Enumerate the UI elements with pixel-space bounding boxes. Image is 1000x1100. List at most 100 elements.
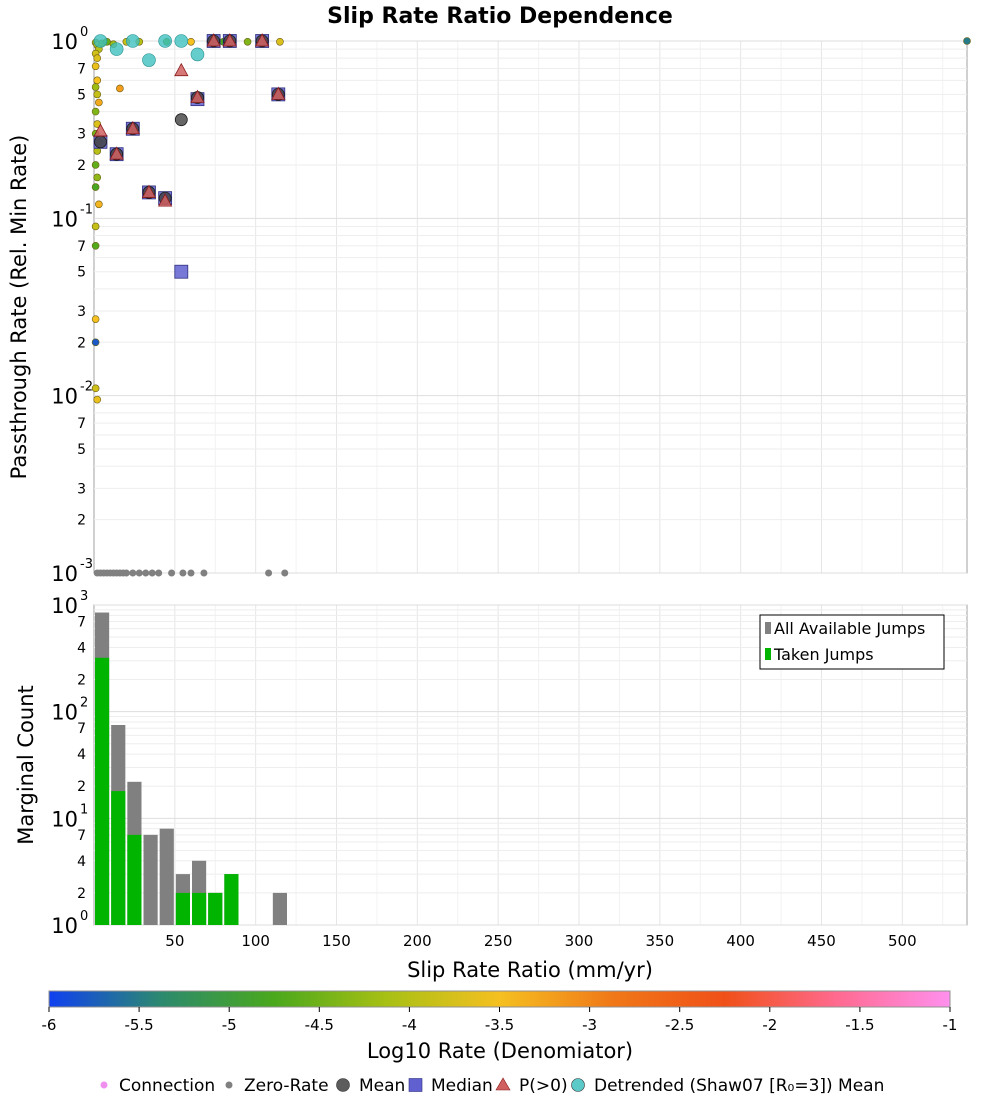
scatter-minor-tick-label: 7 bbox=[77, 61, 86, 77]
p-gt-0-point bbox=[222, 33, 237, 47]
connection-point bbox=[91, 83, 100, 91]
zero-rate-point bbox=[155, 569, 163, 577]
bar-taken bbox=[208, 892, 223, 925]
zero-rate-point bbox=[265, 569, 273, 577]
connection-point bbox=[93, 54, 102, 62]
colorbar-tick-label: -4 bbox=[402, 1016, 417, 1034]
legend-label: P(>0) bbox=[519, 1076, 568, 1096]
legend-marker bbox=[571, 1078, 585, 1092]
colorbar-tick-label: -2.5 bbox=[665, 1016, 694, 1034]
connection-point bbox=[243, 37, 252, 46]
p-gt-0-point bbox=[271, 86, 286, 100]
zero-rate-point bbox=[148, 569, 156, 577]
legend-label: Detrended (Shaw07 [R₀=3]) Mean bbox=[594, 1076, 884, 1096]
detrended-mean-point bbox=[93, 34, 108, 48]
colorbar-gradient bbox=[48, 990, 951, 1008]
histogram-decade-tick-exponent: 2 bbox=[80, 696, 88, 711]
connection-point bbox=[93, 76, 102, 85]
x-tick-label: 400 bbox=[726, 932, 755, 950]
histogram-gridlines bbox=[94, 604, 967, 926]
colorbar-tick-label: -6 bbox=[42, 1016, 57, 1034]
connection-point bbox=[95, 200, 103, 209]
zero-rate-point bbox=[187, 569, 195, 577]
connection-point bbox=[93, 173, 102, 182]
connection-point bbox=[91, 338, 100, 347]
zero-rate-point bbox=[168, 569, 176, 577]
bar-taken bbox=[224, 874, 239, 925]
bar-taken bbox=[95, 657, 110, 925]
histogram-minor-tick-label: 4 bbox=[77, 747, 86, 763]
p-gt-0-point bbox=[174, 62, 189, 77]
connection-point bbox=[187, 37, 195, 46]
chart-title: Slip Rate Ratio Dependence bbox=[327, 4, 673, 29]
connection-point bbox=[95, 98, 103, 107]
legend-marker bbox=[100, 1081, 108, 1089]
histogram-minor-tick-label: 4 bbox=[77, 640, 86, 656]
legend-label: Mean bbox=[359, 1076, 405, 1096]
x-tick-label: 200 bbox=[403, 932, 432, 950]
p-gt-0-point bbox=[157, 193, 173, 207]
x-tick-label: 500 bbox=[888, 932, 917, 950]
connection-point bbox=[91, 161, 100, 169]
colorbar-tick-label: -3 bbox=[582, 1016, 597, 1034]
x-tick-label: 50 bbox=[165, 932, 184, 950]
bar-all-available bbox=[143, 834, 158, 925]
colorbar-tick-label: -5 bbox=[222, 1016, 237, 1034]
scatter-decade-tick-exponent: 0 bbox=[80, 25, 88, 40]
scatter-minor-tick-label: 2 bbox=[77, 513, 86, 529]
x-tick-label: 450 bbox=[807, 932, 836, 950]
p-gt-0-point bbox=[254, 33, 270, 47]
zero-rate-point bbox=[135, 569, 143, 577]
x-tick-label: 250 bbox=[484, 932, 513, 950]
detrended-mean-point bbox=[174, 34, 189, 48]
p-gt-0-point bbox=[93, 123, 108, 137]
bar-all-available bbox=[159, 828, 174, 925]
colorbar-tick-label: -1.5 bbox=[845, 1016, 874, 1034]
scatter-points bbox=[91, 33, 971, 577]
legend-swatch-all-available bbox=[765, 622, 771, 634]
legend-label: Median bbox=[431, 1076, 493, 1096]
histogram-legend-box bbox=[759, 614, 945, 670]
bar-all-available bbox=[272, 892, 287, 925]
scatter-y-axis-label: Passthrough Rate (Rel. Min Rate) bbox=[7, 135, 31, 480]
scatter-decade-tick-label: 10 bbox=[51, 562, 78, 586]
scatter-minor-tick-label: 5 bbox=[77, 442, 86, 458]
connection-point bbox=[91, 222, 100, 231]
connection-point bbox=[93, 395, 102, 404]
scatter-decade-tick-label: 10 bbox=[51, 30, 78, 54]
scatter-decade-tick-exponent: -2 bbox=[80, 380, 93, 395]
x-tick-label: 300 bbox=[565, 932, 594, 950]
detrended-mean-point bbox=[190, 47, 205, 62]
histogram-minor-tick-label: 7 bbox=[77, 828, 86, 844]
zero-rate-point bbox=[122, 569, 130, 577]
x-tick-label: 150 bbox=[322, 932, 351, 950]
connection-point bbox=[91, 183, 100, 191]
legend-marker bbox=[225, 1081, 233, 1089]
connection-point bbox=[963, 37, 971, 45]
histogram-minor-tick-label: 2 bbox=[77, 886, 86, 902]
bottom-legend: Connection Zero-Rate Mean Median P(>0) Detren… bbox=[100, 1076, 884, 1096]
detrended-mean-point bbox=[109, 42, 124, 56]
scatter-decade-tick-exponent: -3 bbox=[80, 557, 93, 572]
bar-taken bbox=[175, 892, 190, 925]
scatter-minor-tick-label: 7 bbox=[77, 416, 86, 432]
colorbar-tick-label: -1 bbox=[943, 1016, 958, 1034]
legend-label: Connection bbox=[119, 1076, 215, 1096]
detrended-mean-point bbox=[142, 53, 156, 67]
scatter-minor-tick-label: 3 bbox=[77, 127, 86, 143]
connection-point bbox=[93, 90, 102, 99]
histogram-decade-tick-label: 10 bbox=[51, 807, 78, 831]
zero-rate-point bbox=[129, 569, 137, 577]
histogram-minor-tick-label: 4 bbox=[77, 854, 86, 870]
connection-point bbox=[91, 107, 100, 116]
connection-point bbox=[91, 315, 100, 323]
x-axis: 50 100 150 200 250 300 350 400 450 500 bbox=[165, 932, 916, 950]
histogram-minor-tick-label: 7 bbox=[77, 721, 86, 737]
colorbar-tick-label: -2 bbox=[762, 1016, 777, 1034]
scatter-minor-tick-label: 2 bbox=[77, 335, 86, 351]
connection-point bbox=[91, 384, 100, 393]
detrended-mean-point bbox=[126, 34, 140, 48]
x-axis-label: Slip Rate Ratio (mm/yr) bbox=[407, 958, 653, 982]
